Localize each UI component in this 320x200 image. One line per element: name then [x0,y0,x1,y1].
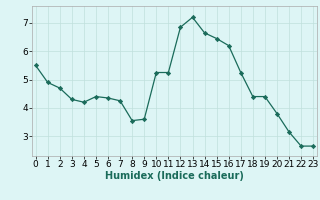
X-axis label: Humidex (Indice chaleur): Humidex (Indice chaleur) [105,171,244,181]
